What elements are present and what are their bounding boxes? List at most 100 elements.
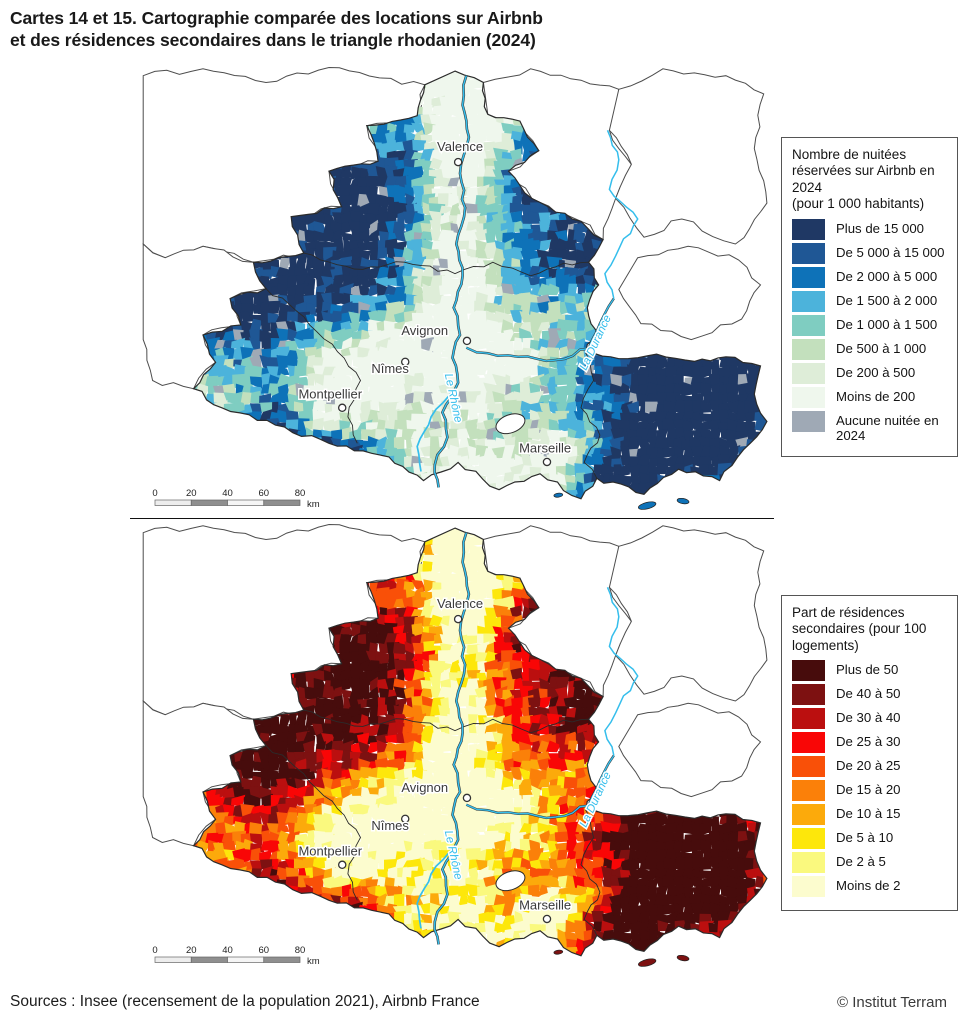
rhone-delta-branch bbox=[416, 388, 455, 472]
legend-secondary-residences-items: Plus de 50 De 40 à 50 De 30 à 40 De 25 à 30… bbox=[792, 660, 948, 898]
neighbor-region-outline bbox=[608, 68, 768, 245]
legend-swatch bbox=[792, 780, 825, 802]
legend-swatch bbox=[792, 828, 825, 850]
svg-text:0: 0 bbox=[152, 488, 157, 499]
legend-swatch bbox=[792, 314, 825, 336]
city-label: Montpellier bbox=[298, 387, 362, 402]
durance-river-upper bbox=[604, 587, 639, 756]
legend-swatch bbox=[792, 266, 825, 288]
neighbor-region-outline bbox=[142, 242, 267, 390]
svg-text:60: 60 bbox=[258, 945, 269, 956]
etang-de-berre-lake bbox=[495, 870, 526, 892]
legend-swatch bbox=[792, 708, 825, 730]
svg-text:20: 20 bbox=[186, 488, 197, 499]
legend-swatch bbox=[792, 684, 825, 706]
legend-item: De 5 000 à 15 000 bbox=[792, 242, 948, 264]
svg-text:60: 60 bbox=[258, 488, 269, 499]
legend-item-label: De 1 000 à 1 500 bbox=[836, 316, 938, 332]
durance-river-lower bbox=[466, 298, 615, 362]
city-label: Valence bbox=[437, 596, 483, 611]
city-dot bbox=[462, 336, 472, 346]
svg-text:km: km bbox=[307, 499, 320, 510]
legend-item-label: De 5 à 10 bbox=[836, 830, 894, 846]
legend-airbnb-subtitle: (pour 1 000 habitants) bbox=[792, 196, 925, 212]
region-border bbox=[192, 527, 768, 957]
durance-river-upper bbox=[604, 130, 639, 299]
legend-item-label: Moins de 2 bbox=[836, 878, 901, 894]
legend-swatch bbox=[792, 852, 825, 874]
svg-text:20: 20 bbox=[186, 945, 197, 956]
city-label: Avignon bbox=[401, 323, 448, 338]
copyright-text: © Institut Terram bbox=[837, 994, 947, 1011]
island bbox=[638, 958, 657, 967]
legend-swatch bbox=[792, 218, 825, 240]
legend-swatch bbox=[792, 386, 825, 408]
legend-item-label: Moins de 200 bbox=[836, 388, 916, 404]
department-boundary bbox=[265, 745, 362, 901]
legend-airbnb: Nombre de nuitées réservées sur Airbnb e… bbox=[781, 137, 958, 458]
legend-item: De 500 à 1 000 bbox=[792, 338, 948, 360]
legend-item: Plus de 50 bbox=[792, 660, 948, 682]
legend-item-label: Aucune nuitée en 2024 bbox=[836, 412, 939, 443]
neighbor-region-outline bbox=[618, 245, 762, 341]
sources-text: Sources : Insee (recensement de la popul… bbox=[10, 993, 480, 1010]
legend-item: De 1 500 à 2 000 bbox=[792, 290, 948, 312]
svg-text:40: 40 bbox=[222, 488, 233, 499]
legend-item-label: De 40 à 50 bbox=[836, 686, 901, 702]
city-label: Marseille bbox=[519, 440, 571, 455]
airbnb-map-container: 0 20 40 60 80 km Le Rhône La Durance Valence Avig… bbox=[130, 62, 775, 519]
svg-text:40: 40 bbox=[222, 945, 233, 956]
legend-secondary-residences: Part de résidences secondaires (pour 100… bbox=[781, 595, 958, 912]
page-title-line1: Cartes 14 et 15. Cartographie comparée d… bbox=[10, 8, 543, 28]
city-label: Marseille bbox=[519, 897, 571, 912]
neighbor-region-outline bbox=[608, 525, 768, 702]
department-boundary bbox=[303, 709, 589, 734]
city-dot bbox=[462, 793, 472, 803]
legend-item-label: De 1 500 à 2 000 bbox=[836, 292, 938, 308]
maps-divider-line bbox=[130, 518, 774, 519]
legend-item: Moins de 200 bbox=[792, 386, 948, 408]
rhone-river bbox=[433, 532, 470, 945]
city-label: Montpellier bbox=[298, 844, 362, 859]
svg-text:80: 80 bbox=[295, 488, 306, 499]
svg-text:80: 80 bbox=[295, 945, 306, 956]
page-title: Cartes 14 et 15. Cartographie comparée d… bbox=[10, 7, 543, 52]
legend-swatch bbox=[792, 732, 825, 754]
island bbox=[638, 501, 657, 510]
legend-item: De 10 à 15 bbox=[792, 804, 948, 826]
region-border bbox=[192, 70, 768, 500]
city-dot bbox=[400, 357, 410, 367]
legend-item: De 200 à 500 bbox=[792, 362, 948, 384]
legend-item-label: De 200 à 500 bbox=[836, 364, 916, 380]
city-label: Nîmes bbox=[371, 361, 409, 376]
legend-item: De 20 à 25 bbox=[792, 756, 948, 778]
neighbor-region-outline bbox=[618, 702, 762, 798]
legend-item-label: De 15 à 20 bbox=[836, 782, 901, 798]
legend-item: Plus de 15 000 bbox=[792, 218, 948, 240]
legend-item-label: De 2 à 5 bbox=[836, 854, 886, 870]
commune-mosaic bbox=[193, 528, 767, 956]
legend-swatch bbox=[792, 362, 825, 384]
island bbox=[676, 497, 690, 505]
island bbox=[553, 949, 564, 955]
legend-item: De 25 à 30 bbox=[792, 732, 948, 754]
legend-swatch bbox=[792, 756, 825, 778]
rhone-river bbox=[433, 75, 470, 488]
island bbox=[553, 492, 564, 498]
city-dot bbox=[453, 157, 463, 167]
legend-swatch bbox=[792, 876, 825, 898]
legend-item-label: De 30 à 40 bbox=[836, 710, 901, 726]
department-boundary bbox=[580, 353, 601, 479]
island bbox=[676, 954, 690, 962]
legend-airbnb-items: Plus de 15 000 De 5 000 à 15 000 De 2 000 … bbox=[792, 218, 948, 444]
legend-item-label: Plus de 50 bbox=[836, 662, 899, 678]
city-label: Valence bbox=[437, 139, 483, 154]
legend-item-label: De 500 à 1 000 bbox=[836, 340, 927, 356]
svg-text:0: 0 bbox=[152, 945, 157, 956]
neighbor-region-outline bbox=[142, 699, 267, 847]
department-boundary bbox=[265, 288, 362, 444]
legend-item-label: De 20 à 25 bbox=[836, 758, 901, 774]
